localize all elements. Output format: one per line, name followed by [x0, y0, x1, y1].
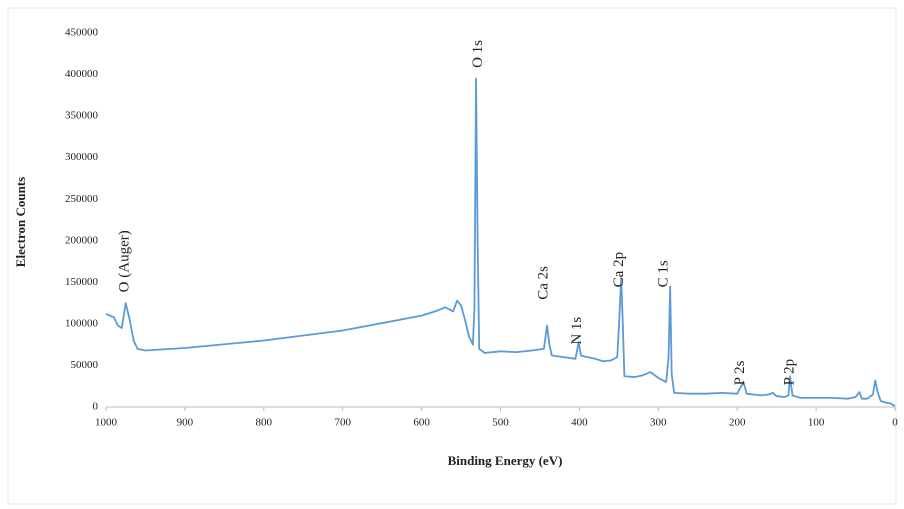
x-tick-label: 200: [729, 417, 746, 429]
peak-label: Ca 2s: [535, 266, 551, 300]
x-tick-label: 0: [892, 417, 898, 429]
peak-label: Ca 2p: [611, 252, 627, 287]
x-tick-label: 700: [334, 417, 351, 429]
peak-label: P 2s: [732, 360, 748, 385]
peak-label: C 1s: [655, 260, 671, 287]
x-tick-label: 600: [413, 417, 430, 429]
peak-label: O 1s: [470, 40, 486, 68]
y-tick-label: 150000: [65, 276, 99, 288]
x-tick-label: 100: [808, 417, 825, 429]
y-tick-label: 250000: [65, 193, 99, 205]
y-axis-title: Electron Counts: [13, 177, 28, 267]
y-tick-label: 450000: [65, 27, 99, 39]
peak-label: N 1s: [569, 317, 585, 345]
x-tick-label: 400: [571, 417, 588, 429]
x-tick-label: 800: [256, 417, 273, 429]
peak-label: O (Auger): [116, 230, 132, 292]
y-tick-label: 300000: [65, 151, 99, 163]
peak-label: P 2p: [782, 359, 798, 386]
y-tick-label: 350000: [65, 110, 99, 122]
x-tick-label: 300: [650, 417, 667, 429]
chart-frame: [7, 7, 897, 505]
y-tick-label: 100000: [65, 317, 99, 329]
x-axis-title: Binding Energy (eV): [448, 453, 563, 468]
y-tick-label: 200000: [65, 234, 99, 246]
x-tick-label: 500: [492, 417, 509, 429]
spectrum-line: [105, 77, 896, 407]
y-tick-label: 400000: [65, 68, 99, 80]
y-tick-label: 50000: [71, 359, 99, 371]
y-tick-label: 0: [93, 401, 99, 413]
x-tick-label: 900: [177, 417, 194, 429]
x-tick-label: 1000: [95, 417, 118, 429]
